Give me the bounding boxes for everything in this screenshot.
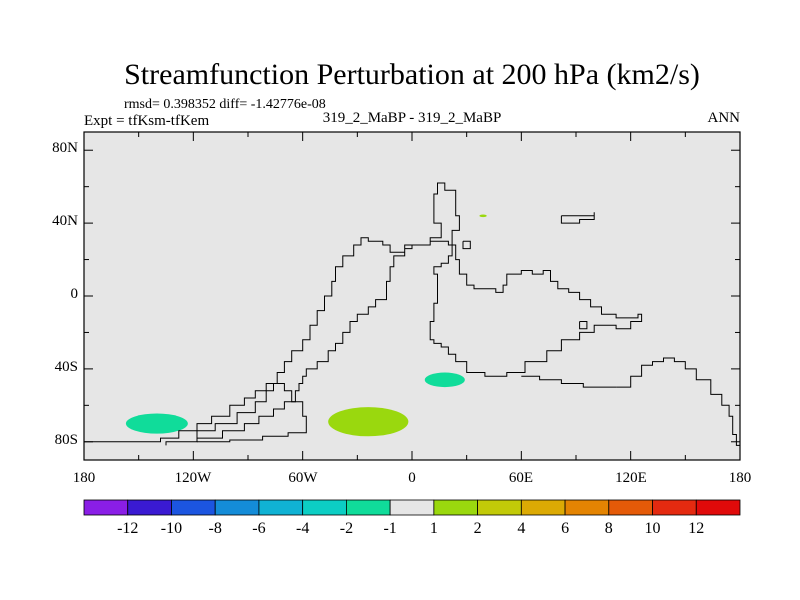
y-tick-label-80n: 80N	[52, 140, 78, 156]
x-tick-label-60w: 60W	[288, 470, 318, 486]
colorbar-label-7: 1	[430, 520, 438, 537]
colorbar-label-0: -12	[117, 520, 138, 537]
blob-teal-70s-west	[125, 413, 188, 434]
colorbar-swatch-13	[652, 499, 697, 516]
chart-title: Streamfunction Perturbation at 200 hPa (…	[124, 58, 700, 91]
blob-green-70s	[328, 407, 409, 437]
y-tick-label-40n: 40N	[52, 213, 78, 229]
colorbar-swatch-0	[83, 499, 129, 516]
colorbar-label-13: 12	[688, 520, 704, 537]
colorbar-label-12: 10	[645, 520, 661, 537]
y-tick-label-40s: 40S	[55, 359, 78, 375]
coastlines	[84, 182, 741, 453]
blob-green-small-40n	[479, 214, 487, 218]
colorbar-label-9: 4	[517, 520, 525, 537]
colorbar-swatch-14	[695, 499, 741, 516]
colorbar-label-5: -2	[340, 520, 353, 537]
coastline-aus-link	[521, 375, 617, 388]
colorbar-label-3: -6	[252, 520, 265, 537]
colorbar-label-6: -1	[383, 520, 396, 537]
colorbar-label-2: -8	[209, 520, 222, 537]
y-tick-label-0: 0	[71, 286, 79, 302]
colorbar-swatch-10	[520, 499, 566, 516]
colorbar-swatch-12	[608, 499, 653, 516]
colorbar-label-4: -4	[296, 520, 309, 537]
colorbar-labels: -12 -10 -8 -6 -4 -2 -1 1 2 4 6 8 10 12	[117, 520, 704, 537]
map-background	[84, 132, 740, 460]
coastline-sahara-box	[462, 240, 471, 250]
shaded-regions	[125, 214, 487, 437]
colorbar-label-11: 8	[605, 520, 613, 537]
x-tick-label-0: 0	[408, 470, 416, 486]
colorbar-swatch-6	[345, 499, 391, 516]
case-label: 319_2_MaBP - 319_2_MaBP	[323, 110, 502, 126]
x-tick-label-60e: 60E	[509, 470, 533, 486]
x-tick-label-120w: 120W	[175, 470, 213, 486]
colorbar-swatch-8	[433, 499, 479, 516]
colorbar-swatch-1	[127, 499, 172, 516]
coastline-main	[84, 182, 643, 446]
coastline-square-tiny	[579, 321, 588, 330]
colorbar	[83, 499, 741, 516]
colorbar-swatch-5	[302, 499, 347, 516]
coastline-east-island	[560, 212, 595, 224]
colorbar-label-1: -10	[161, 520, 182, 537]
x-tick-label-120e: 120E	[615, 470, 647, 486]
colorbar-swatch-3	[214, 499, 260, 516]
x-tick-label-180w: 180	[73, 470, 96, 486]
colorbar-label-8: 2	[474, 520, 482, 537]
coastline-aus-ridge	[616, 357, 741, 453]
colorbar-swatch-4	[258, 499, 304, 516]
y-tick-label-80s: 80S	[55, 432, 78, 448]
colorbar-label-10: 6	[561, 520, 569, 537]
axis-ticks	[83, 132, 741, 460]
experiment-label: Expt = tfKsm-tfKem	[84, 113, 209, 129]
colorbar-swatch-2	[171, 499, 216, 516]
blob-teal-45s	[424, 372, 465, 388]
season-label: ANN	[708, 110, 741, 126]
colorbar-swatch-9	[477, 499, 522, 516]
x-tick-label-180e: 180	[729, 470, 752, 486]
coastline-inner	[196, 383, 307, 443]
colorbar-swatch-7	[389, 499, 435, 516]
stats-label: rmsd= 0.398352 diff= -1.42776e-08	[124, 97, 326, 112]
colorbar-swatch-11	[564, 499, 610, 516]
